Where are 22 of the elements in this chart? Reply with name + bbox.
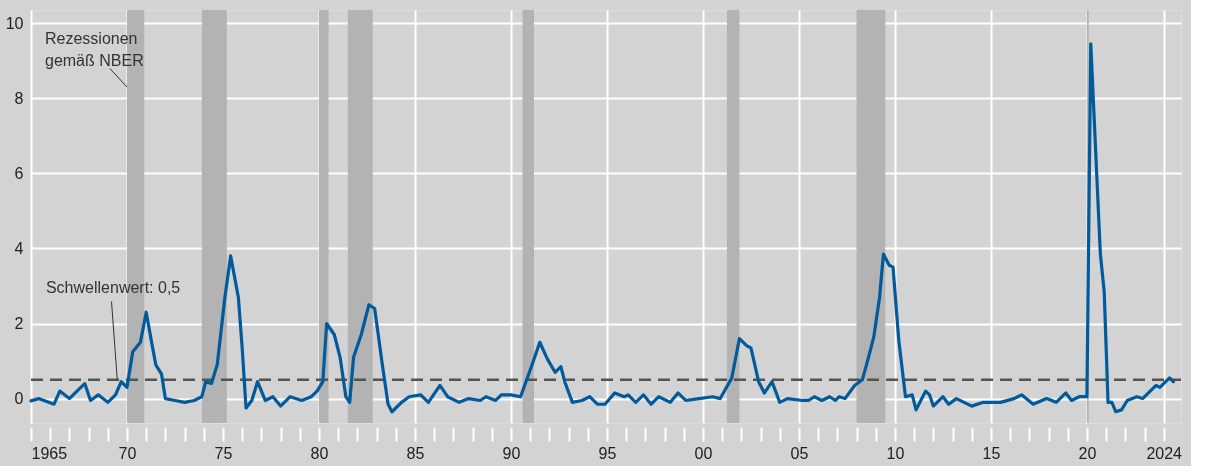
x-tick-label: 75: [214, 444, 233, 462]
y-tick-label: 0: [14, 390, 24, 408]
y-tick-label: 8: [14, 89, 24, 107]
x-tick-label: 15: [982, 444, 1001, 462]
line-series: [29, 42, 1175, 414]
x-tick-label: 95: [598, 444, 617, 462]
x-tick-label: 1965: [31, 444, 68, 462]
x-tick-label: 00: [694, 444, 713, 462]
x-tick-label: 85: [406, 444, 425, 462]
x-tick-label: 05: [790, 444, 809, 462]
ref-line-label: Schwellenwert: 0,5: [45, 278, 181, 296]
x-tick-label: 70: [118, 444, 137, 462]
x-tick-label: 10: [886, 444, 905, 462]
x-tick-label: 20: [1078, 444, 1097, 462]
x-tick-label: 90: [502, 444, 521, 462]
y-tick-label: 2: [14, 315, 24, 332]
annotation: Rezessionen gemäß NBER: [44, 29, 144, 69]
x-tick-label: 80: [310, 444, 329, 462]
y-tick-label: 10: [5, 14, 24, 32]
y-tick-label: 4: [14, 239, 24, 257]
y-tick-label: 6: [14, 164, 24, 182]
x-tick-label: 2024: [1146, 444, 1183, 462]
